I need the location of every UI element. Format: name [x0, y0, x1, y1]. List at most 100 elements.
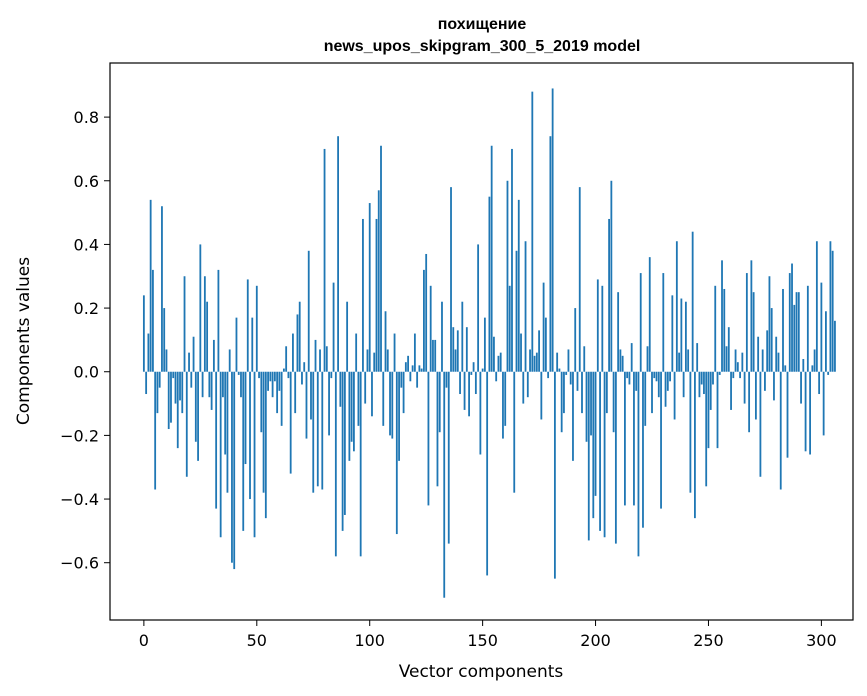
bar-246 — [698, 371, 701, 398]
bar-42 — [237, 371, 240, 375]
bar-66 — [292, 333, 294, 372]
bar-104 — [377, 190, 380, 372]
bar-224 — [648, 257, 651, 372]
bar-189 — [569, 371, 572, 385]
bar-188 — [567, 349, 570, 372]
bar-219 — [637, 371, 640, 557]
x-tick-label-200: 200 — [580, 631, 611, 650]
bar-49 — [253, 371, 256, 538]
bar-18 — [183, 276, 186, 372]
bar-31 — [212, 339, 215, 372]
bar-230 — [662, 273, 665, 372]
bar-174 — [535, 352, 538, 372]
bar-38 — [228, 349, 231, 372]
bar-100 — [368, 203, 371, 372]
bar-197 — [587, 371, 590, 541]
bar-298 — [815, 241, 818, 372]
bar-199 — [592, 371, 595, 519]
bar-69 — [298, 301, 301, 372]
bar-303 — [827, 371, 830, 375]
bar-254 — [716, 371, 719, 449]
bar-187 — [565, 371, 568, 375]
bar-1 — [145, 371, 148, 395]
bar-51 — [258, 371, 260, 379]
bar-263 — [736, 362, 739, 372]
bar-116 — [404, 362, 407, 372]
bar-290 — [797, 292, 800, 372]
bar-96 — [359, 371, 362, 557]
bar-73 — [307, 250, 310, 372]
bar-70 — [301, 371, 303, 385]
bar-192 — [576, 371, 579, 391]
bar-245 — [696, 343, 699, 372]
bar-277 — [768, 276, 771, 372]
y-tick-label-6: 0.6 — [74, 172, 99, 191]
bar-216 — [630, 343, 633, 372]
bar-210 — [617, 292, 620, 372]
bar-264 — [739, 371, 741, 379]
bar-253 — [714, 285, 717, 372]
bar-19 — [185, 371, 188, 477]
bar-275 — [764, 371, 766, 391]
bar-29 — [208, 371, 211, 398]
bar-138 — [454, 349, 457, 372]
bar-136 — [450, 187, 452, 372]
bar-201 — [596, 279, 599, 372]
bar-119 — [411, 365, 414, 372]
bar-289 — [795, 292, 798, 372]
bar-251 — [709, 371, 712, 410]
bar-111 — [393, 333, 396, 372]
bar-221 — [642, 371, 644, 528]
bar-112 — [395, 371, 398, 535]
bar-232 — [666, 371, 669, 391]
bar-151 — [483, 317, 486, 372]
bar-229 — [660, 371, 662, 509]
bar-5 — [154, 371, 157, 490]
bar-131 — [438, 371, 441, 433]
bar-227 — [655, 371, 658, 382]
bar-295 — [809, 371, 811, 455]
bar-302 — [825, 311, 827, 372]
bar-190 — [572, 371, 574, 461]
bar-61 — [280, 371, 283, 426]
bar-23 — [194, 371, 197, 442]
bar-238 — [680, 298, 683, 372]
bar-88 — [341, 371, 344, 531]
bar-261 — [732, 371, 735, 379]
bar-106 — [382, 371, 385, 426]
bar-159 — [502, 371, 504, 439]
bar-228 — [657, 371, 660, 398]
bar-81 — [325, 346, 328, 372]
bar-148 — [477, 244, 480, 372]
bar-196 — [585, 371, 588, 442]
x-tick-label-0: 0 — [139, 631, 149, 650]
y-tick-label-7: 0.8 — [74, 108, 99, 127]
bar-168 — [522, 371, 525, 404]
bar-163 — [511, 148, 513, 372]
bar-87 — [339, 371, 342, 407]
bar-145 — [470, 371, 473, 375]
bar-37 — [226, 371, 229, 493]
bar-63 — [285, 346, 288, 372]
bar-68 — [296, 314, 299, 372]
bar-205 — [605, 371, 608, 414]
bar-249 — [705, 371, 708, 487]
bar-257 — [723, 288, 726, 372]
bar-12 — [170, 371, 172, 423]
bar-173 — [533, 355, 536, 372]
bar-25 — [199, 244, 202, 372]
bar-223 — [646, 346, 649, 372]
bar-45 — [244, 371, 247, 465]
bar-242 — [689, 371, 692, 493]
bar-250 — [707, 371, 710, 449]
bar-154 — [490, 145, 493, 372]
bar-98 — [364, 371, 367, 404]
bar-94 — [355, 333, 358, 372]
bar-144 — [468, 371, 470, 417]
bar-274 — [761, 349, 764, 372]
bar-17 — [181, 371, 184, 414]
bar-0 — [142, 295, 145, 372]
bar-135 — [447, 371, 450, 544]
bar-139 — [456, 330, 459, 372]
